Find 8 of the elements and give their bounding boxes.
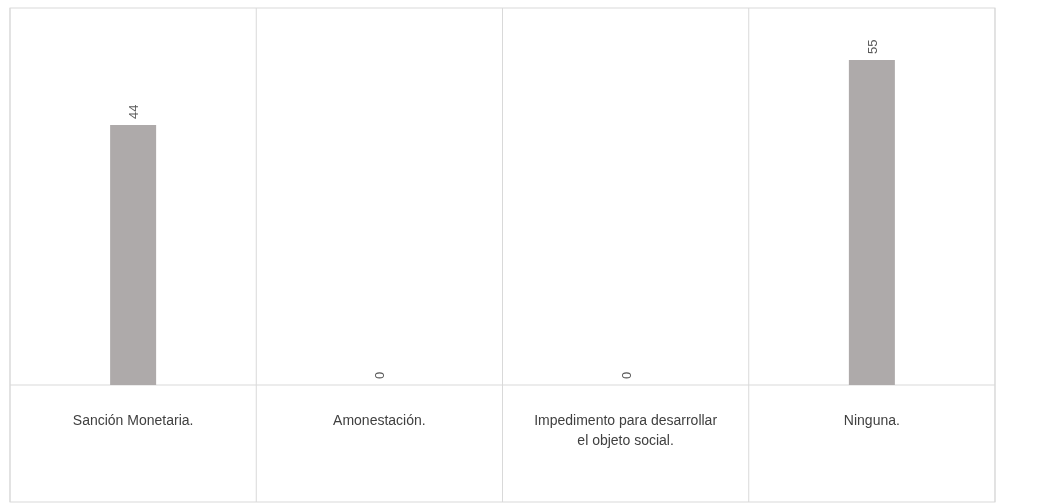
x-tick-label: Sanción Monetaria. (72, 412, 194, 428)
x-tick-label: Ninguna. (843, 412, 900, 428)
x-tick-label: Amonestación. (333, 412, 426, 428)
data-label: 0 (372, 371, 388, 379)
data-label: 44 (126, 104, 142, 119)
data-label: 55 (864, 39, 880, 54)
x-tick-label: Impedimento para desarrollar el objeto social. (534, 412, 718, 448)
data-label: 0 (618, 371, 634, 379)
